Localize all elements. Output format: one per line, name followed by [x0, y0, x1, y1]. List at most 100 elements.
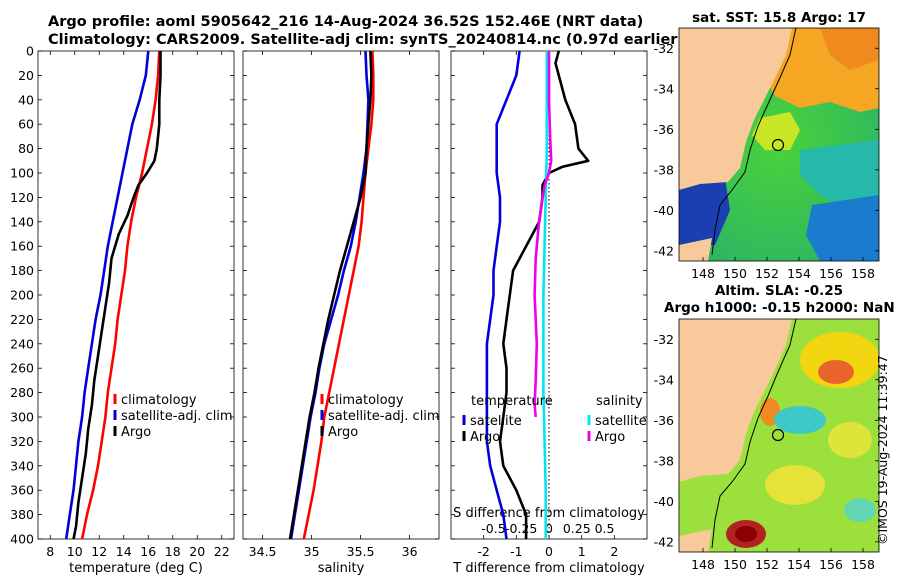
diff-legend-temperature-label: Argo [470, 430, 500, 445]
sal-xlabel: salinity [318, 561, 365, 576]
sla-depth-contour [711, 319, 797, 549]
sla-argo-location-marker [771, 428, 785, 442]
temp-xtick-label: 16 [140, 544, 156, 559]
diff-legend-temperature-label: satellite [470, 414, 522, 429]
depth-ytick-label: 400 [10, 532, 34, 547]
sst-ytick-label: -38 [654, 162, 674, 177]
depth-ytick-label: 100 [10, 166, 34, 181]
depth-ytick-label: 80 [18, 141, 34, 156]
diff-xtick-label: 0 [545, 544, 553, 559]
depth-ytick-label: 0 [26, 44, 34, 59]
diff-series-salinity-argo [533, 51, 553, 418]
imos-timestamp: ©IMOS 19-Aug-2024 11:39:47 [875, 355, 890, 545]
temp-xtick-label: 18 [165, 544, 181, 559]
sal-series-argo [288, 50, 373, 540]
sla-high-region-3 [765, 465, 825, 505]
sla-map [679, 319, 879, 552]
temp-xtick-label: 8 [46, 544, 54, 559]
diff-xtick-label: 1 [578, 544, 586, 559]
temp-series-climatology [80, 50, 161, 540]
sla-high-region-2 [828, 422, 872, 458]
figure-title-line2: Climatology: CARS2009. Satellite-adj cli… [48, 32, 685, 48]
sla-land-australia [679, 319, 792, 482]
temp-axes-frame [37, 50, 235, 540]
depth-ytick-label: 160 [10, 239, 34, 254]
sal-panel: 34.5 35 35.5 36 salinity climatologysatellite… [242, 50, 440, 576]
sla-ytick-label: -38 [654, 453, 674, 468]
sal-xtick-label: 34.5 [249, 544, 277, 559]
sal-legend-label: climatology [328, 393, 404, 408]
diff-legend-salinity-label: Argo [595, 430, 625, 445]
diff-series-temperature-satellite [485, 50, 521, 540]
diff-legend-salinity-label: satellite [595, 414, 647, 429]
sal-legend-label: Argo [328, 425, 358, 440]
sst-argo-location-marker [771, 138, 785, 152]
diff-xtick-label: 2 [610, 544, 618, 559]
sal-xtick-label: 36 [402, 544, 418, 559]
depth-ytick-label: 140 [10, 214, 34, 229]
temp-panel: 8 10 12 14 16 18 20 220204060801001201401601802… [10, 44, 235, 576]
diff-panel: -2 -1 0 1 2 T difference from climatology S di… [450, 50, 648, 576]
sst-map [679, 28, 879, 261]
sst-map-frame [678, 27, 880, 262]
sst-bass-strait-cold [679, 175, 730, 245]
diff-x2label: S difference from climatology [453, 506, 645, 521]
depth-ytick-label: 120 [10, 190, 34, 205]
diff-xtick-label: -1 [510, 544, 522, 559]
temp-series-satellite-adj--clim [64, 50, 150, 540]
temp-series-argo [72, 51, 162, 540]
depth-ytick-label: 60 [18, 117, 34, 132]
temp-xlabel: temperature (deg C) [69, 561, 203, 576]
sla-low-region-2 [844, 498, 876, 522]
sla-ytick-label: -40 [654, 494, 674, 509]
sla-xtick-label: 148 [691, 557, 715, 572]
sst-xtick-label: 150 [723, 266, 747, 281]
depth-ytick-label: 380 [10, 507, 34, 522]
sst-cold-region [806, 195, 879, 261]
temp-xtick-label: 14 [116, 544, 132, 559]
sst-ytick-label: -34 [654, 81, 674, 96]
sst-xtick-label: 156 [819, 266, 843, 281]
sst-xtick-label: 154 [787, 266, 811, 281]
sal-axes-frame [242, 50, 440, 540]
sst-land-australia [679, 28, 792, 190]
sla-eddy-core [818, 360, 854, 384]
sla-xtick-label: 150 [723, 557, 747, 572]
sst-ytick-label: -42 [654, 243, 674, 258]
sst-xtick-label: 152 [755, 266, 779, 281]
sal-xtick-label: 35.5 [347, 544, 375, 559]
depth-ytick-label: 300 [10, 410, 34, 425]
depth-ytick-label: 200 [10, 288, 34, 303]
sst-ytick-label: -32 [654, 41, 674, 56]
sla-xtick-label: 158 [851, 557, 875, 572]
sla-map-subtitle: Argo h1000: -0.15 h2000: NaN [664, 300, 895, 316]
temp-xtick-label: 20 [189, 544, 205, 559]
depth-ytick-label: 240 [10, 336, 34, 351]
temp-legend-label: Argo [121, 425, 151, 440]
sla-xtick-label: 156 [819, 557, 843, 572]
sla-map-frame [678, 318, 880, 553]
sla-ytick-label: -42 [654, 534, 674, 549]
sla-ytick-label: -32 [654, 332, 674, 347]
temp-xtick-label: 12 [91, 544, 107, 559]
sla-low-region [774, 406, 826, 434]
sst-map-title: sat. SST: 15.8 Argo: 17 [692, 10, 866, 26]
diff-series-temperature-argo [498, 50, 590, 539]
sal-legend-label: satellite-adj. clim [328, 409, 440, 424]
sla-land-tasmania [679, 529, 712, 552]
depth-ytick-label: 320 [10, 434, 34, 449]
sal-xtick-label: 35 [304, 544, 320, 559]
sst-ytick-label: -40 [654, 203, 674, 218]
diff-series-salinity-satellite [542, 51, 549, 539]
depth-ytick-label: 40 [18, 92, 34, 107]
diff-legend-temperature-title: temperature [471, 394, 553, 409]
depth-ytick-label: 180 [10, 263, 34, 278]
sla-xtick-label: 152 [755, 557, 779, 572]
sla-map-title: Altim. SLA: -0.25 [714, 283, 844, 299]
sla-ytick-label: -36 [654, 413, 674, 428]
diff-x2tick-label: -0.25 [505, 521, 537, 536]
temp-xtick-label: 22 [214, 544, 230, 559]
sst-land-tasmania [679, 238, 712, 261]
diff-xlabel: T difference from climatology [452, 561, 645, 576]
